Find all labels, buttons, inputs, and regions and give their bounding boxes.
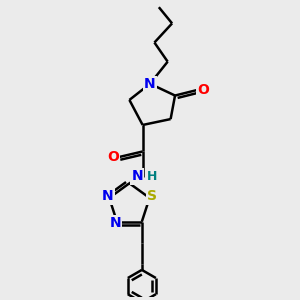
Text: O: O [197, 82, 209, 97]
Text: N: N [110, 216, 121, 230]
Text: N: N [131, 169, 143, 184]
Text: H: H [147, 170, 157, 183]
Text: N: N [102, 189, 114, 203]
Text: N: N [144, 77, 156, 91]
Text: O: O [107, 150, 119, 164]
Text: S: S [148, 189, 158, 203]
